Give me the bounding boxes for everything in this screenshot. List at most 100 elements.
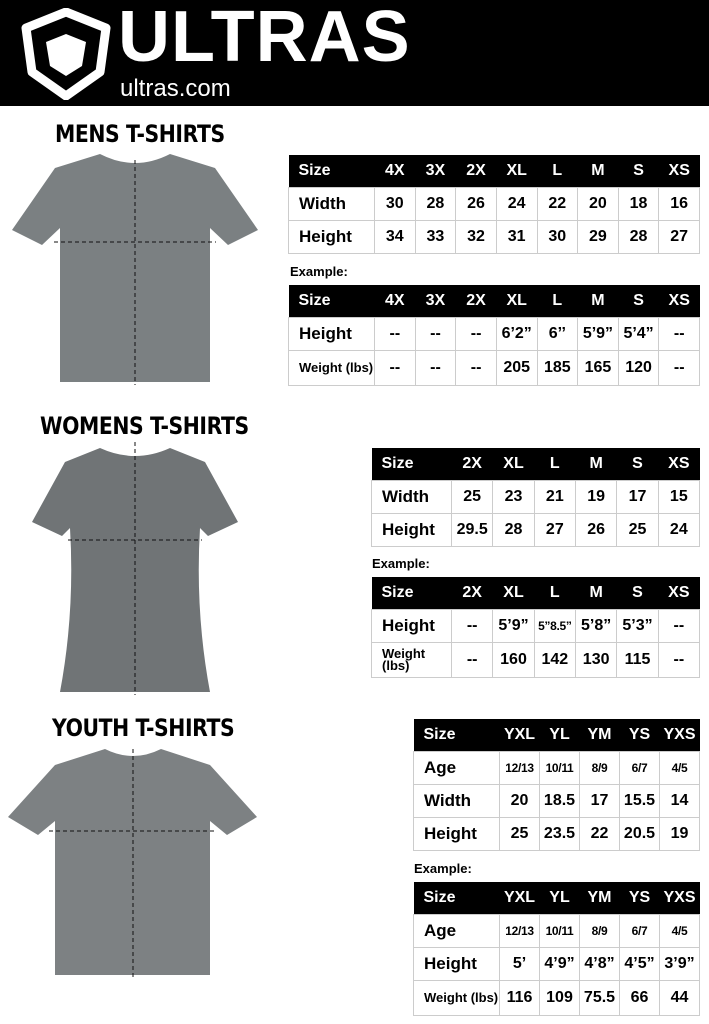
youth-size-table: Size YXL YL YM YS YXS Age 12/13 10/11 8/9 6/7 4/5 Wi… xyxy=(413,719,700,851)
size-column-header: S xyxy=(618,285,659,317)
table-cell: 6’’ xyxy=(536,316,579,351)
table-cell: -- xyxy=(450,608,494,643)
table-cell: 8/9 xyxy=(579,913,620,948)
table-cell: 21 xyxy=(533,479,576,514)
table-cell: 30 xyxy=(536,219,579,254)
table-cell: 28 xyxy=(414,186,457,221)
size-column-header: XL xyxy=(492,448,535,480)
table-row: Age 12/13 10/11 8/9 6/7 4/5 xyxy=(413,913,700,948)
table-header-row: Size YXL YL YM YS YXS xyxy=(413,719,700,751)
row-label: Weight (lbs) xyxy=(413,979,500,1016)
table-row: Height -- 5’9” 5’’8.5” 5’8” 5’3” -- xyxy=(371,608,701,643)
table-cell: 18 xyxy=(617,186,660,221)
table-cell: 5’3” xyxy=(616,608,659,643)
size-column-header: S xyxy=(618,155,659,187)
table-cell: 4’8” xyxy=(579,946,620,981)
table-cell: 4’9” xyxy=(539,946,580,981)
size-header: Size xyxy=(288,285,375,317)
womens-size-table: Size 2X XL L M S XS Width 25 23 21 19 17 15 Height 29.5… xyxy=(371,448,701,547)
table-cell: -- xyxy=(414,316,457,351)
table-cell: 5’9” xyxy=(492,608,535,643)
table-cell: 20 xyxy=(499,783,540,818)
size-column-header: 2X xyxy=(455,285,497,317)
womens-title: WOMENS T-SHIRTS xyxy=(40,412,249,440)
row-label: Weight (lbs) xyxy=(371,641,452,678)
row-label: Age xyxy=(413,750,500,785)
size-column-header: L xyxy=(534,448,576,480)
table-cell: 29 xyxy=(577,219,619,254)
table-cell: 27 xyxy=(658,219,700,254)
table-cell: 44 xyxy=(659,979,700,1016)
table-row: Weight (lbs) -- -- -- 205 185 165 120 -- xyxy=(288,349,700,386)
table-cell: 20.5 xyxy=(619,816,660,851)
table-cell: 3’9” xyxy=(659,946,700,981)
table-row: Height 5’ 4’9” 4’8” 4’5” 3’9” xyxy=(413,946,700,981)
table-cell: -- xyxy=(658,316,700,351)
table-cell: 31 xyxy=(495,219,538,254)
size-column-header: 2X xyxy=(455,155,497,187)
table-cell: -- xyxy=(450,641,494,678)
table-cell: 142 xyxy=(533,641,576,678)
table-row: Width 20 18.5 17 15.5 14 xyxy=(413,783,700,818)
size-column-header: YM xyxy=(579,719,620,751)
table-cell: 5’4” xyxy=(617,316,660,351)
table-cell: 26 xyxy=(574,512,618,547)
table-cell: -- xyxy=(657,641,701,678)
youth-tshirt-image xyxy=(8,749,257,977)
size-column-header: S xyxy=(616,448,659,480)
size-column-header: M xyxy=(575,448,617,480)
table-cell: 14 xyxy=(659,783,700,818)
row-label: Height xyxy=(371,608,452,643)
table-cell: 18.5 xyxy=(539,783,580,818)
size-column-header: YXL xyxy=(499,719,540,751)
mens-example-table: Size 4X 3X 2X XL L M S XS Height -- -- -- 6’2” 6’’ 5’9”… xyxy=(288,285,700,386)
table-cell: 205 xyxy=(495,349,538,386)
table-row: Weight (lbs) -- 160 142 130 115 -- xyxy=(371,641,701,678)
size-column-header: XS xyxy=(658,577,700,609)
size-column-header: L xyxy=(537,155,578,187)
table-cell: 15.5 xyxy=(619,783,660,818)
youth-title: YOUTH T-SHIRTS xyxy=(52,714,235,742)
size-column-header: YS xyxy=(619,719,660,751)
table-cell: 160 xyxy=(492,641,535,678)
mens-example-label: Example: xyxy=(290,264,348,279)
header-banner: ULTRAS ultras.com xyxy=(0,0,709,106)
mens-size-table: Size 4X 3X 2X XL L M S XS Width 30 28 26 24 22 20 18 16 He… xyxy=(288,155,700,254)
size-column-header: XL xyxy=(496,285,537,317)
table-cell: 25 xyxy=(450,479,494,514)
table-cell: 30 xyxy=(374,186,416,221)
table-cell: 5’’8.5” xyxy=(533,608,576,643)
table-cell: 120 xyxy=(617,349,660,386)
table-header-row: Size 2X XL L M S XS xyxy=(371,448,700,480)
table-cell: 130 xyxy=(574,641,618,678)
table-cell: 20 xyxy=(577,186,619,221)
table-cell: 5’8” xyxy=(574,608,618,643)
womens-example-label: Example: xyxy=(372,556,430,571)
table-cell: -- xyxy=(658,349,700,386)
size-column-header: YXS xyxy=(659,719,700,751)
row-label: Height xyxy=(413,946,500,981)
table-cell: 29.5 xyxy=(450,512,494,547)
size-header: Size xyxy=(413,719,500,751)
table-cell: 19 xyxy=(659,816,700,851)
table-cell: 26 xyxy=(455,186,497,221)
womens-tshirt-image xyxy=(32,442,238,695)
size-column-header: 4X xyxy=(374,285,416,317)
table-cell: 185 xyxy=(536,349,579,386)
table-cell: 17 xyxy=(616,479,659,514)
size-column-header: XS xyxy=(658,448,700,480)
size-column-header: YL xyxy=(539,719,580,751)
table-cell: 75.5 xyxy=(579,979,620,1016)
row-label: Width xyxy=(288,186,375,221)
table-cell: -- xyxy=(657,608,701,643)
table-cell: 6’2” xyxy=(495,316,538,351)
table-cell: 27 xyxy=(533,512,576,547)
table-cell: 23 xyxy=(492,479,535,514)
womens-example-table: Size 2X XL L M S XS Height -- 5’9” 5’’8.5” 5’8” 5’3”… xyxy=(371,577,701,678)
table-cell: -- xyxy=(374,316,416,351)
brand-url: ultras.com xyxy=(120,75,231,102)
size-column-header: YXS xyxy=(659,882,700,914)
table-cell: 10/11 xyxy=(539,750,580,785)
size-column-header: XS xyxy=(658,155,700,187)
size-header: Size xyxy=(371,577,452,609)
